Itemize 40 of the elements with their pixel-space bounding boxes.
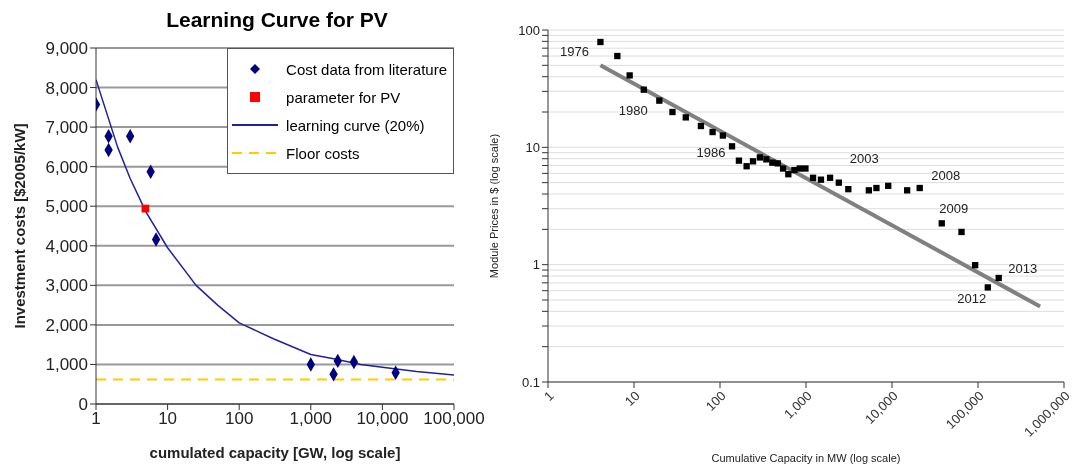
y-tick-label: 1: [532, 257, 540, 273]
legend-label: Cost data from literature: [286, 60, 447, 78]
legend-label: Floor costs: [286, 144, 360, 162]
chart-title: Learning Curve for PV: [165, 8, 389, 33]
y-tick-label: 1,000: [45, 355, 88, 375]
legend-label: parameter for PV: [286, 88, 401, 106]
y-tick-label: 7,000: [45, 118, 88, 138]
x-tick-label: 100: [225, 409, 254, 429]
annotation: 2012: [957, 291, 987, 307]
x-tick-label: 1: [540, 388, 557, 404]
y-axis-title: Module Prices in $ (log scale): [487, 133, 500, 279]
x-tick-label: 10: [158, 409, 178, 429]
y-tick-label: 2,000: [45, 315, 88, 335]
annotation: 2003: [849, 151, 879, 167]
y-axis-title: Investment costs [$2005/kW]: [11, 123, 29, 329]
y-tick-label: 5,000: [45, 197, 88, 217]
y-tick-label: 3,000: [45, 276, 88, 296]
x-tick-label: 100,000: [423, 409, 485, 429]
y-tick-label: 8,000: [45, 78, 88, 98]
y-tick-label: 6,000: [45, 157, 88, 177]
y-tick-label: 100: [518, 22, 540, 38]
x-axis-title: cumulated capacity [GW, log scale]: [149, 444, 401, 461]
legend-label: learning curve (20%): [286, 116, 425, 134]
y-tick-label: 0: [78, 395, 88, 415]
y-tick-label: 9,000: [45, 39, 88, 59]
x-tick-label: 1: [91, 409, 101, 429]
y-tick-label: 0.1: [521, 374, 540, 390]
x-tick-label: 1,000: [289, 409, 333, 429]
annotation: 2013: [1008, 260, 1038, 276]
x-tick-label: 10,000: [356, 409, 409, 429]
x-tick-label: 10: [621, 388, 643, 409]
annotation: 1976: [559, 44, 589, 60]
y-tick-label: 10: [525, 139, 540, 155]
annotation: 2009: [939, 201, 969, 217]
annotation: 2008: [931, 168, 961, 184]
y-tick-label: 4,000: [45, 236, 88, 256]
x-axis-title: Cumulative Capacity in MW (log scale): [711, 452, 901, 464]
annotation: 1980: [618, 102, 648, 118]
annotation: 1986: [696, 144, 726, 160]
x-tick-label: 100: [702, 388, 729, 414]
